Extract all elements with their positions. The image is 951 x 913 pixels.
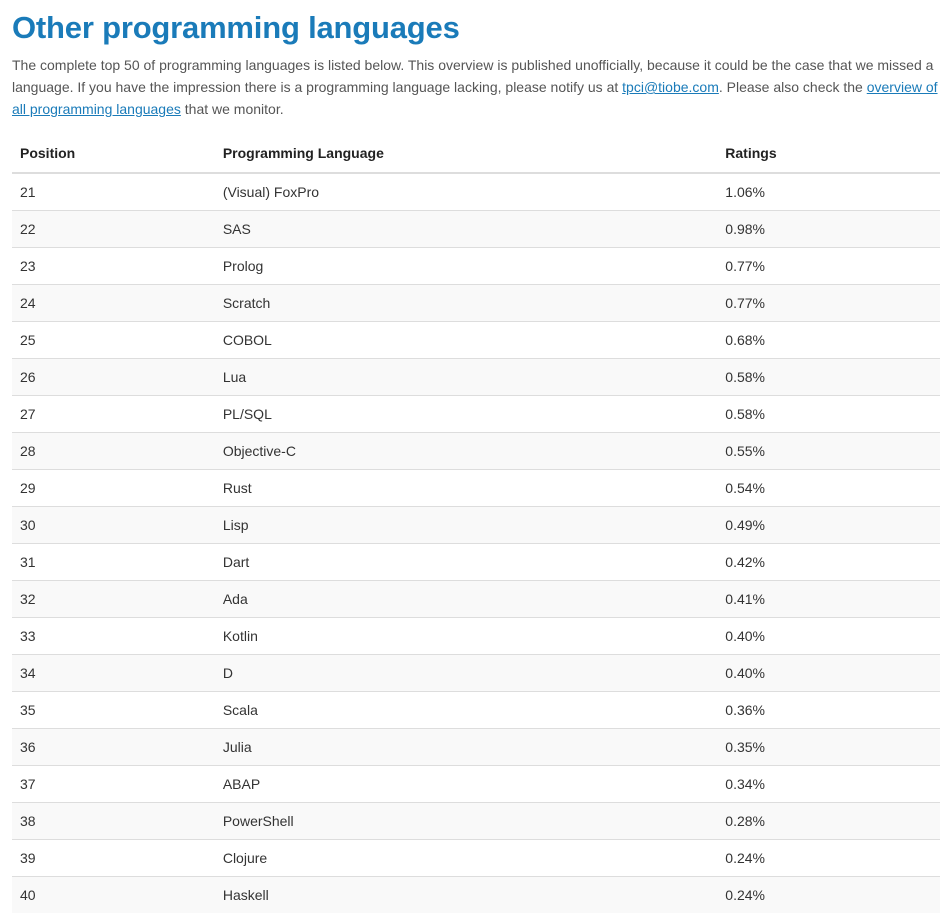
language-cell: Prolog <box>215 248 717 285</box>
position-cell: 31 <box>12 544 215 581</box>
intro-text: . Please also check the <box>719 79 867 95</box>
language-cell: Scratch <box>215 285 717 322</box>
language-cell: Kotlin <box>215 618 717 655</box>
page-title: Other programming languages <box>12 4 939 48</box>
rating-cell: 0.24% <box>717 840 940 877</box>
languages-table: Position Programming Language Ratings 21… <box>12 134 940 913</box>
language-cell: Rust <box>215 470 717 507</box>
rating-cell: 0.55% <box>717 433 940 470</box>
rating-cell: 0.34% <box>717 766 940 803</box>
rating-cell: 0.68% <box>717 322 940 359</box>
position-cell: 36 <box>12 729 215 766</box>
position-cell: 23 <box>12 248 215 285</box>
position-cell: 29 <box>12 470 215 507</box>
position-cell: 37 <box>12 766 215 803</box>
language-cell: Dart <box>215 544 717 581</box>
position-cell: 39 <box>12 840 215 877</box>
position-cell: 26 <box>12 359 215 396</box>
position-cell: 38 <box>12 803 215 840</box>
rating-cell: 0.77% <box>717 285 940 322</box>
language-cell: Lisp <box>215 507 717 544</box>
rating-cell: 0.77% <box>717 248 940 285</box>
rating-cell: 0.42% <box>717 544 940 581</box>
rating-cell: 0.36% <box>717 692 940 729</box>
language-cell: Ada <box>215 581 717 618</box>
rating-cell: 0.28% <box>717 803 940 840</box>
rating-cell: 0.98% <box>717 211 940 248</box>
language-header: Programming Language <box>215 134 717 173</box>
language-cell: D <box>215 655 717 692</box>
language-cell: Scala <box>215 692 717 729</box>
rating-cell: 0.24% <box>717 877 940 913</box>
rating-cell: 0.40% <box>717 618 940 655</box>
intro-paragraph: The complete top 50 of programming langu… <box>12 54 939 120</box>
position-cell: 27 <box>12 396 215 433</box>
ratings-header: Ratings <box>717 134 940 173</box>
rating-cell: 0.35% <box>717 729 940 766</box>
intro-text: that we monitor. <box>181 101 284 117</box>
language-cell: Clojure <box>215 840 717 877</box>
position-cell: 33 <box>12 618 215 655</box>
position-cell: 40 <box>12 877 215 913</box>
position-cell: 30 <box>12 507 215 544</box>
position-cell: 34 <box>12 655 215 692</box>
position-header: Position <box>12 134 215 173</box>
header-row: Position Programming Language Ratings <box>12 134 940 173</box>
position-cell: 25 <box>12 322 215 359</box>
rating-cell: 0.41% <box>717 581 940 618</box>
position-cell: 21 <box>12 173 215 211</box>
language-cell: Julia <box>215 729 717 766</box>
rating-cell: 0.49% <box>717 507 940 544</box>
language-cell: SAS <box>215 211 717 248</box>
rating-cell: 1.06% <box>717 173 940 211</box>
language-cell: Objective-C <box>215 433 717 470</box>
position-cell: 24 <box>12 285 215 322</box>
email-link[interactable]: tpci@tiobe.com <box>622 79 719 95</box>
language-cell: COBOL <box>215 322 717 359</box>
language-cell: ABAP <box>215 766 717 803</box>
language-cell: (Visual) FoxPro <box>215 173 717 211</box>
position-cell: 28 <box>12 433 215 470</box>
language-cell: Lua <box>215 359 717 396</box>
rating-cell: 0.40% <box>717 655 940 692</box>
position-cell: 35 <box>12 692 215 729</box>
language-cell: Haskell <box>215 877 717 913</box>
language-cell: PowerShell <box>215 803 717 840</box>
table-header: Position Programming Language Ratings <box>12 134 940 173</box>
position-cell: 22 <box>12 211 215 248</box>
position-cell: 32 <box>12 581 215 618</box>
language-cell: PL/SQL <box>215 396 717 433</box>
rating-cell: 0.58% <box>717 359 940 396</box>
rating-cell: 0.54% <box>717 470 940 507</box>
rating-cell: 0.58% <box>717 396 940 433</box>
